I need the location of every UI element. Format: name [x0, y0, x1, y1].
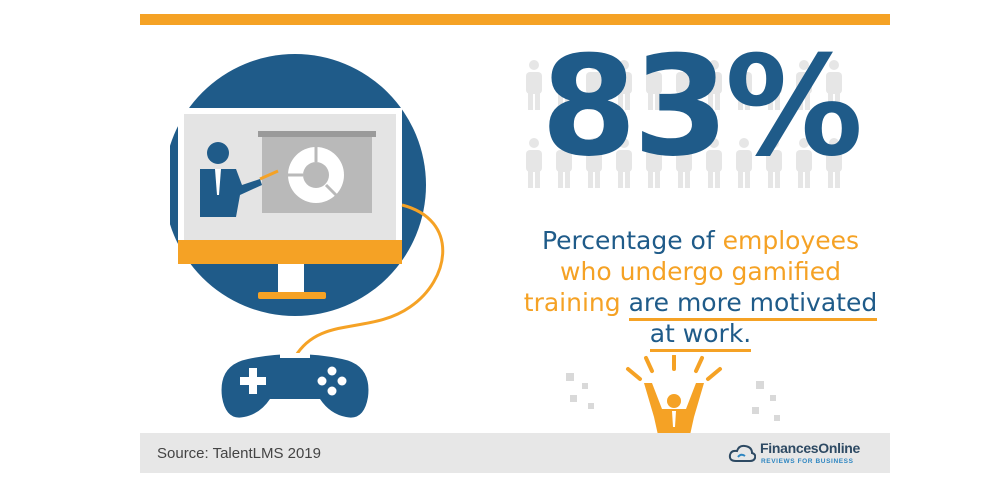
desc-part-3: who undergo gamified [560, 257, 841, 286]
stat-description: Percentage of employees who undergo gami… [488, 225, 913, 352]
desc-part-2: employees [722, 226, 860, 255]
top-accent-bar [140, 14, 890, 25]
financesonline-logo-icon [728, 444, 756, 462]
footer-bar: Source: TalentLMS 2019 FinancesOnline RE… [140, 433, 890, 473]
desc-part-6: at work. [649, 319, 752, 352]
brand-tagline: REVIEWS FOR BUSINESS [761, 458, 854, 465]
desc-part-4: training [523, 288, 621, 317]
brand-logo[interactable]: FinancesOnline REVIEWS FOR BUSINESS [728, 437, 878, 471]
source-text: Source: TalentLMS 2019 [157, 445, 321, 462]
desc-part-1: Percentage of [541, 226, 723, 255]
desc-part-5: are more motivated [628, 288, 878, 321]
brand-name: FinancesOnline [760, 440, 861, 456]
presenter-on-monitor-icon [170, 54, 445, 418]
big-stat-value: 83% [540, 26, 863, 187]
celebrating-person-icon [566, 355, 780, 435]
